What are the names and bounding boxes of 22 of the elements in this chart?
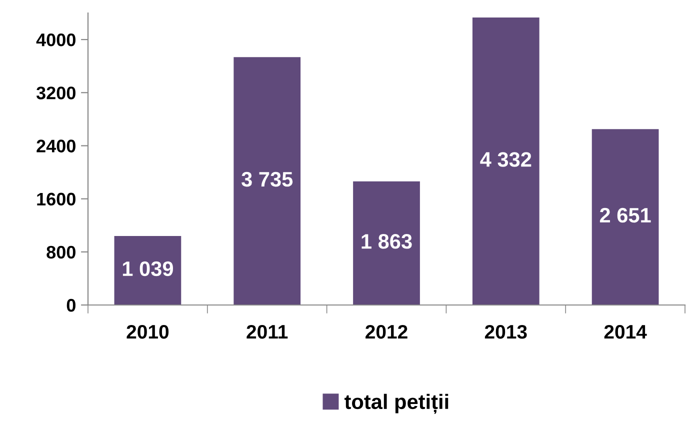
- x-tick-label: 2013: [484, 324, 527, 339]
- x-tick-label: 2010: [126, 324, 169, 339]
- y-tick-label: 800: [46, 246, 76, 259]
- bar: [592, 129, 659, 305]
- data-label: 1 039: [122, 261, 173, 276]
- bar: [353, 181, 420, 305]
- bar: [472, 18, 540, 305]
- bar: [234, 57, 301, 305]
- y-tick-label: 3200: [36, 86, 76, 100]
- legend-label: total petiții: [344, 394, 448, 414]
- y-tick-label: 0: [66, 298, 76, 312]
- x-tick-label: 2014: [604, 324, 647, 339]
- y-tick-label: 1600: [37, 192, 76, 206]
- x-tick-label: 2012: [366, 324, 408, 339]
- data-label: 4 332: [480, 152, 532, 167]
- data-label: 3 735: [242, 172, 293, 187]
- data-label: 2 651: [600, 208, 651, 223]
- data-label: 1 863: [362, 234, 412, 249]
- y-tick-label: 4000: [36, 33, 76, 46]
- bar: [114, 236, 182, 305]
- y-tick-label: 2400: [36, 140, 76, 152]
- x-tick-label: 2011: [246, 324, 288, 339]
